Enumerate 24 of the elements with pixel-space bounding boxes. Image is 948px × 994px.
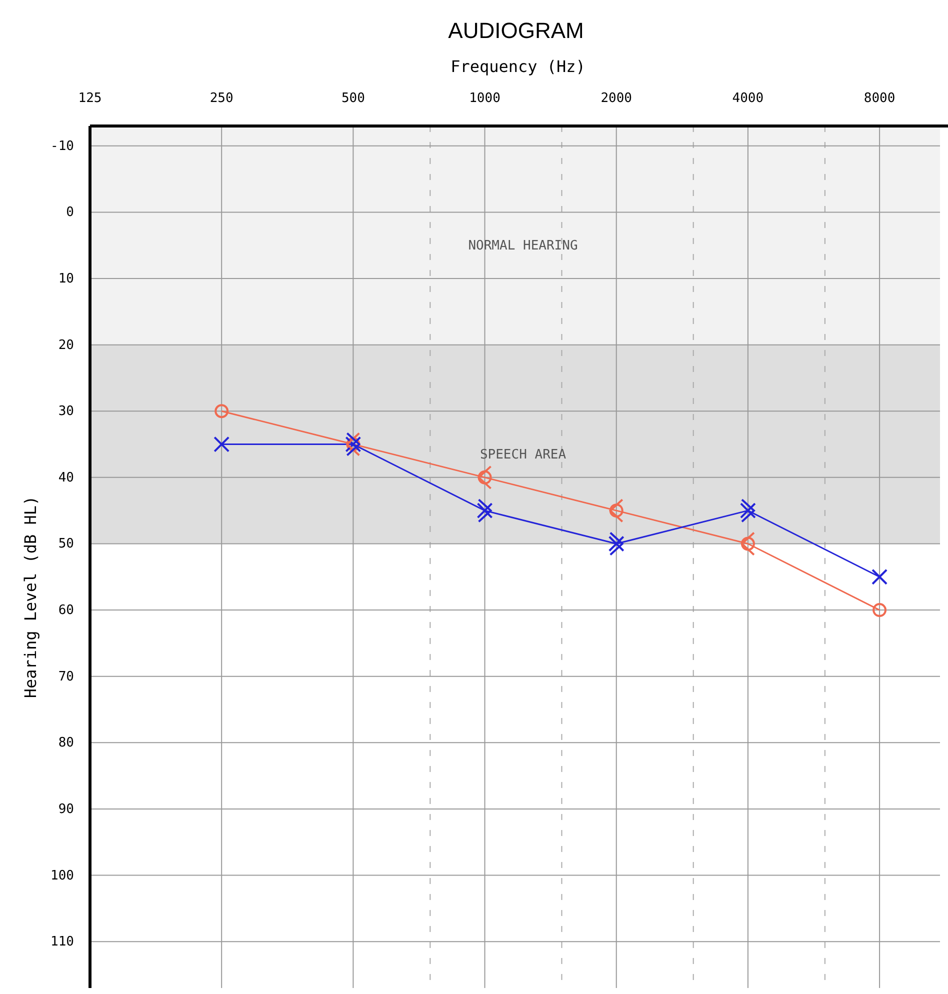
y-tick-label: 0 — [66, 205, 74, 220]
x-tick-label: 1000 — [469, 91, 500, 106]
y-tick-label: -10 — [50, 138, 74, 154]
y-tick-label: 40 — [58, 470, 74, 486]
x-tick-label: 4000 — [732, 91, 764, 106]
x-tick-label: 2000 — [600, 91, 632, 106]
x-tick-label: 500 — [341, 91, 365, 106]
y-tick-label: 70 — [58, 669, 74, 684]
y-tick-label: 100 — [50, 868, 74, 884]
y-tick-label: 110 — [50, 934, 74, 950]
band-label: SPEECH AREA — [480, 447, 566, 462]
y-tick-label: 90 — [58, 802, 74, 817]
y-tick-label: 10 — [58, 272, 74, 287]
x-tick-label: 250 — [210, 91, 234, 106]
x-tick-label: 125 — [78, 91, 102, 106]
y-tick-label: 20 — [58, 338, 74, 353]
y-tick-label: 30 — [58, 404, 74, 420]
y-tick-label: 80 — [58, 736, 74, 751]
chart-title: AUDIOGRAM — [448, 18, 584, 43]
y-axis-title: Hearing Level (dB HL) — [21, 496, 40, 698]
x-tick-label: 8000 — [864, 91, 896, 106]
y-tick-label: 60 — [58, 603, 74, 618]
x-axis-title: Frequency (Hz) — [450, 57, 586, 76]
y-tick-label: 50 — [58, 536, 74, 552]
